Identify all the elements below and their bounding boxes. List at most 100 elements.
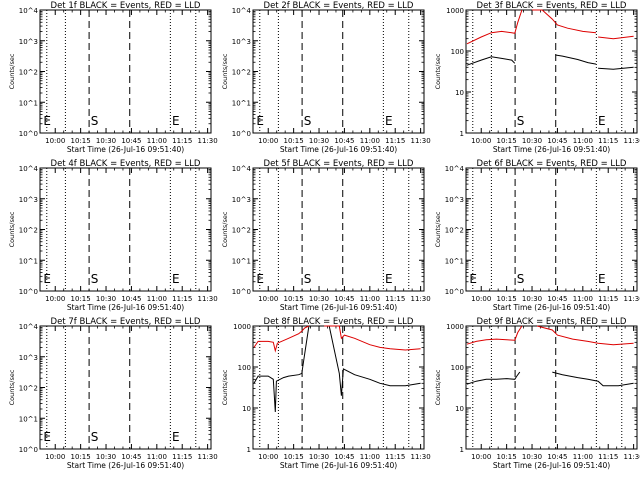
y-tick-label: 10^2 [445,227,464,235]
x-tick-label: 10:45 [547,453,567,461]
x-axis-label: Start Time (26-Jul-16 09:51:40) [280,461,397,470]
y-tick-label: 10^3 [19,38,38,46]
x-tick-label: 11:30 [198,137,218,145]
y-axis-label: Counts/sec [8,211,16,247]
x-tick-label: 10:30 [309,295,329,303]
x-tick-label: 11:00 [573,137,593,145]
y-tick-label: 10^4 [232,165,252,173]
y-tick-label: 10^2 [232,227,251,235]
plot-frame [465,325,638,450]
y-axis-label: Counts/sec [221,369,229,405]
x-tick-label: 10:15 [497,453,517,461]
y-tick-label: 10^3 [445,196,464,204]
x-tick-label: 10:15 [71,137,91,145]
series-line-events [466,56,516,66]
x-axis-label: Start Time (26-Jul-16 09:51:40) [493,303,610,312]
y-tick-label: 100 [238,364,251,372]
y-tick-label: 10^4 [19,165,39,173]
y-axis-label: Counts/sec [8,369,16,405]
x-tick-label: 10:15 [71,453,91,461]
y-axis-label: Counts/sec [221,211,229,247]
x-tick-label: 10:30 [96,137,116,145]
series-line-events [552,371,634,387]
series-line-lld [324,325,421,351]
x-tick-label: 11:30 [411,295,431,303]
x-tick-label: 10:45 [547,137,567,145]
y-tick-label: 10^0 [19,130,38,138]
marker-end-label: E [385,272,393,286]
y-tick-label: 10^0 [19,288,38,296]
marker-start-label: S [91,272,99,286]
marker-end-label: E [598,272,606,286]
x-tick-label: 11:00 [360,453,380,461]
series-line-lld [466,9,523,45]
y-tick-label: 100 [451,364,464,372]
x-tick-label: 10:15 [497,295,517,303]
marker-end-label: E [43,272,51,286]
marker-end-label: E [43,430,51,444]
y-tick-label: 10^0 [232,288,251,296]
x-tick-label: 10:45 [334,453,354,461]
chart-title: Det 9f BLACK = Events, RED = LLD [477,317,627,327]
chart-panel-9: Det 9f BLACK = Events, RED = LLD 1 10 100 10… [434,317,640,470]
y-tick-label: 10^1 [232,257,251,265]
marker-end-label: E [172,430,180,444]
x-tick-label: 11:15 [385,137,405,145]
y-tick-label: 10^1 [232,99,251,107]
marker-end-label: E [256,272,264,286]
y-tick-label: 1000 [233,323,251,331]
x-tick-label: 11:30 [624,453,640,461]
x-axis-label: Start Time (26-Jul-16 09:51:40) [67,461,184,470]
y-tick-label: 10^4 [19,323,39,331]
marker-end-label: E [598,114,606,128]
chart-title: Det 8f BLACK = Events, RED = LLD [264,317,414,327]
x-axis-label: Start Time (26-Jul-16 09:51:40) [280,145,397,154]
x-tick-label: 11:15 [598,137,618,145]
series-line-events [466,371,521,385]
y-tick-label: 1000 [446,7,464,15]
x-tick-label: 11:15 [172,137,192,145]
y-tick-label: 1 [460,446,464,454]
x-tick-label: 11:15 [385,295,405,303]
y-tick-label: 10^0 [232,130,251,138]
x-tick-label: 11:00 [573,453,593,461]
x-tick-label: 10:15 [284,137,304,145]
x-tick-label: 11:15 [172,295,192,303]
x-tick-label: 10:00 [45,137,65,145]
x-tick-label: 10:45 [121,137,141,145]
y-tick-label: 100 [451,48,464,56]
chart-panel-1: Det 1f BLACK = Events, RED = LLD 10^0 10^1… [8,1,218,154]
x-tick-label: 10:45 [121,295,141,303]
chart-title: Det 6f BLACK = Events, RED = LLD [477,159,627,169]
plot-frame [465,9,638,134]
marker-start-label: S [304,272,312,286]
x-axis-label: Start Time (26-Jul-16 09:51:40) [67,145,184,154]
x-tick-label: 11:00 [573,295,593,303]
x-tick-label: 10:15 [284,453,304,461]
x-tick-label: 11:30 [411,137,431,145]
y-axis-label: Counts/sec [434,53,442,89]
x-tick-label: 11:30 [411,453,431,461]
y-tick-label: 10^3 [232,38,251,46]
y-tick-label: 1 [460,130,464,138]
x-tick-label: 10:00 [471,295,491,303]
x-axis-label: Start Time (26-Jul-16 09:51:40) [280,303,397,312]
x-tick-label: 10:00 [45,453,65,461]
chart-title: Det 2f BLACK = Events, RED = LLD [264,1,414,11]
y-tick-label: 10^1 [445,257,464,265]
chart-title: Det 4f BLACK = Events, RED = LLD [51,159,201,169]
x-tick-label: 10:15 [284,295,304,303]
x-tick-label: 11:00 [147,295,167,303]
chart-panel-2: Det 2f BLACK = Events, RED = LLD 10^0 10^1… [221,1,431,154]
y-tick-label: 1 [247,446,251,454]
series-line-events [598,66,634,70]
y-tick-label: 10^4 [445,165,465,173]
y-tick-label: 10^2 [232,69,251,77]
y-tick-label: 10 [455,89,464,97]
y-tick-label: 10^1 [19,257,38,265]
series-line-events [319,325,421,396]
chart-panel-8: Det 8f BLACK = Events, RED = LLD 1 10 100 10… [221,317,431,470]
x-tick-label: 10:30 [522,453,542,461]
x-tick-label: 10:45 [334,295,354,303]
chart-panel-6: Det 6f BLACK = Events, RED = LLD 10^0 10^1… [434,159,640,312]
